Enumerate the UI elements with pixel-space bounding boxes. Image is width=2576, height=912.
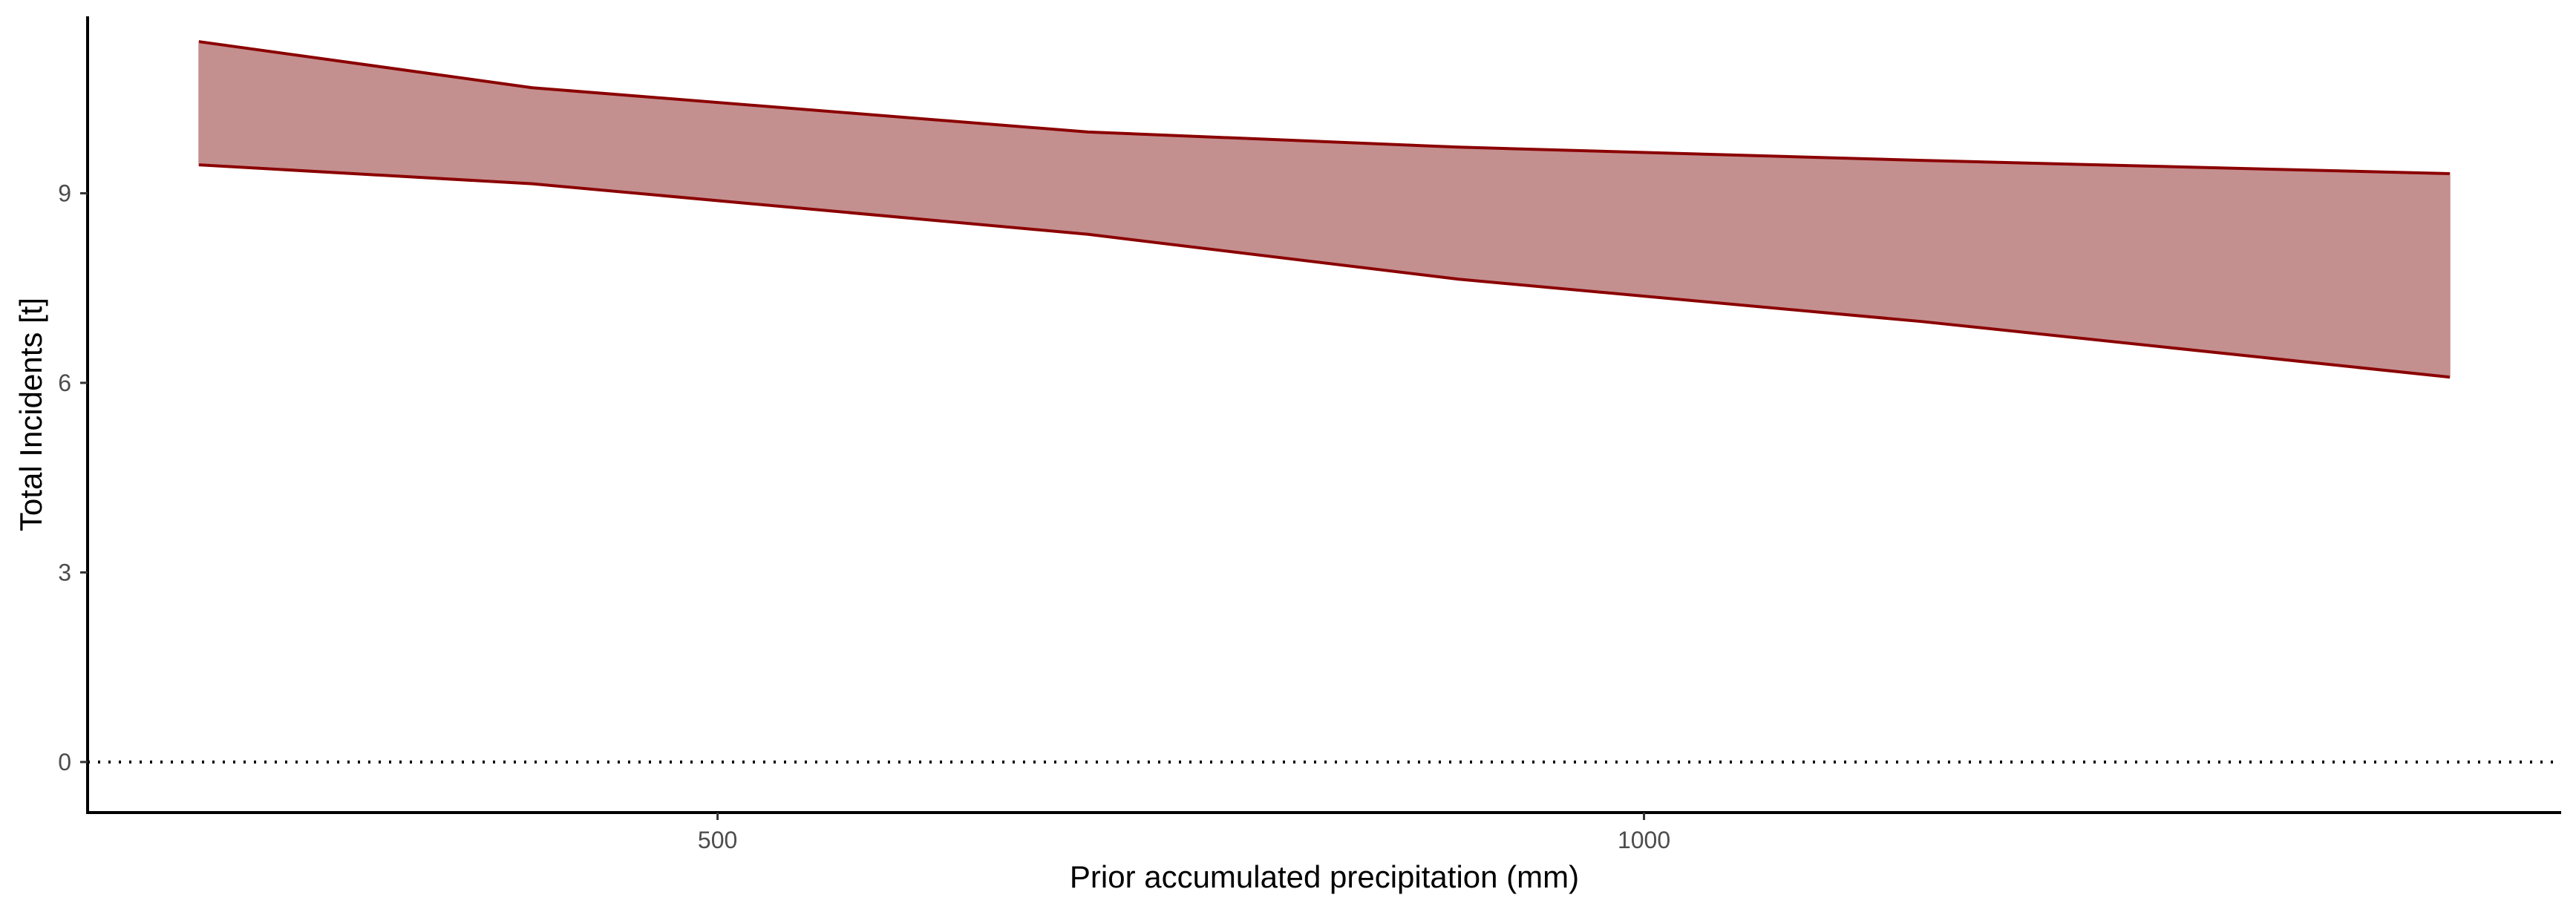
x-tick-label: 500 (698, 827, 737, 853)
ribbon-area (198, 42, 2451, 378)
axis-layer (86, 16, 2561, 814)
x-axis-title: Prior accumulated precipitation (mm) (1070, 859, 1579, 894)
x-tick-label: 1000 (1618, 827, 1670, 853)
y-tick-label: 6 (58, 370, 71, 396)
ribbon-layer (198, 40, 2451, 379)
y-tick-label: 0 (58, 749, 71, 775)
ribbon-upper-line (198, 40, 2451, 176)
y-tick-label: 9 (58, 180, 71, 206)
y-tick-label: 3 (58, 559, 71, 585)
y-axis-title: Total Incidents [t] (13, 298, 48, 531)
ribbon-lower-line (198, 163, 2451, 379)
tick-layer: 0 3 6 9 500 1000 (58, 180, 1670, 853)
